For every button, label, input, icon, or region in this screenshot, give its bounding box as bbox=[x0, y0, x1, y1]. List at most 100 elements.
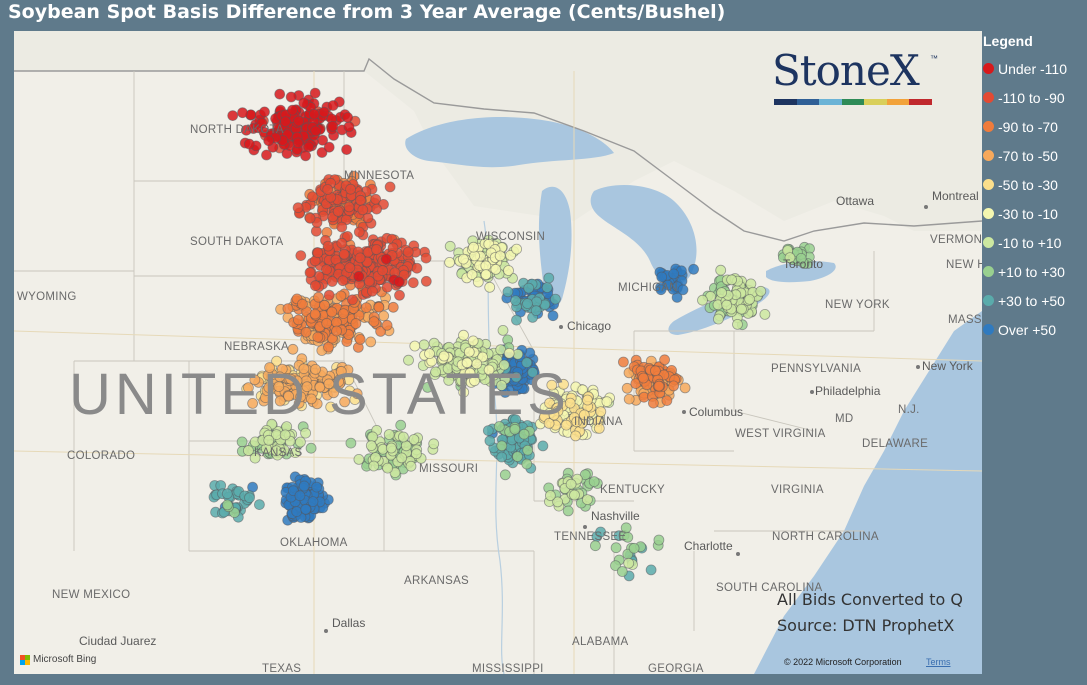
bid-location-marker[interactable] bbox=[560, 419, 572, 431]
bid-location-marker[interactable] bbox=[653, 534, 665, 546]
bid-location-marker[interactable] bbox=[323, 289, 335, 301]
bid-location-marker[interactable] bbox=[309, 308, 321, 320]
bid-location-marker[interactable] bbox=[336, 237, 348, 249]
bid-location-marker[interactable] bbox=[498, 359, 510, 371]
bid-location-marker[interactable] bbox=[300, 503, 312, 515]
bid-location-marker[interactable] bbox=[564, 397, 576, 409]
bid-location-marker[interactable] bbox=[292, 202, 304, 214]
bid-location-marker[interactable] bbox=[305, 393, 317, 405]
bid-location-marker[interactable] bbox=[623, 393, 635, 405]
bid-location-marker[interactable] bbox=[312, 331, 324, 343]
bid-location-marker[interactable] bbox=[381, 319, 393, 331]
bid-location-marker[interactable] bbox=[347, 294, 358, 306]
bid-location-marker[interactable] bbox=[282, 303, 294, 315]
bid-location-marker[interactable] bbox=[736, 303, 747, 315]
bid-location-marker[interactable] bbox=[582, 494, 593, 506]
bid-location-marker[interactable] bbox=[405, 460, 417, 472]
bid-location-marker[interactable] bbox=[482, 425, 494, 437]
bid-location-marker[interactable] bbox=[270, 445, 282, 457]
bid-location-marker[interactable] bbox=[713, 313, 724, 325]
terms-link[interactable]: Terms bbox=[926, 657, 951, 667]
bid-location-marker[interactable] bbox=[353, 226, 365, 238]
bid-location-marker[interactable] bbox=[444, 256, 456, 268]
bid-location-marker[interactable] bbox=[395, 419, 407, 431]
bid-location-marker[interactable] bbox=[310, 363, 321, 375]
bid-location-marker[interactable] bbox=[569, 489, 580, 501]
bid-location-marker[interactable] bbox=[483, 364, 495, 376]
bid-location-marker[interactable] bbox=[420, 275, 432, 287]
bid-location-marker[interactable] bbox=[420, 252, 432, 264]
bid-location-marker[interactable] bbox=[610, 560, 621, 571]
bid-location-marker[interactable] bbox=[312, 247, 324, 259]
bid-location-marker[interactable] bbox=[264, 362, 276, 373]
bid-location-marker[interactable] bbox=[294, 490, 306, 502]
bid-location-marker[interactable] bbox=[457, 253, 469, 265]
bid-location-marker[interactable] bbox=[304, 212, 316, 224]
bid-location-marker[interactable] bbox=[341, 144, 353, 155]
bid-location-marker[interactable] bbox=[502, 286, 514, 298]
bid-location-marker[interactable] bbox=[303, 141, 315, 153]
bid-location-marker[interactable] bbox=[552, 496, 563, 508]
bid-location-marker[interactable] bbox=[522, 444, 534, 456]
bid-location-marker[interactable] bbox=[338, 248, 350, 260]
bid-location-marker[interactable] bbox=[444, 240, 456, 252]
bid-location-marker[interactable] bbox=[407, 277, 419, 289]
bid-location-marker[interactable] bbox=[648, 397, 659, 409]
legend-item[interactable]: +30 to +50 bbox=[983, 286, 1087, 315]
bid-location-marker[interactable] bbox=[428, 438, 440, 450]
bid-location-marker[interactable] bbox=[394, 289, 405, 301]
bid-location-marker[interactable] bbox=[243, 138, 255, 150]
bid-location-marker[interactable] bbox=[242, 382, 254, 394]
legend-item[interactable]: Over +50 bbox=[983, 315, 1087, 344]
bid-location-marker[interactable] bbox=[335, 290, 347, 302]
bid-location-marker[interactable] bbox=[357, 204, 369, 216]
bid-location-marker[interactable] bbox=[287, 104, 298, 116]
bid-location-marker[interactable] bbox=[570, 430, 581, 442]
bid-location-marker[interactable] bbox=[293, 115, 305, 127]
bid-location-marker[interactable] bbox=[610, 542, 622, 554]
bid-location-marker[interactable] bbox=[466, 269, 478, 281]
bid-location-marker[interactable] bbox=[253, 499, 265, 511]
bid-location-marker[interactable] bbox=[295, 250, 307, 262]
bid-location-marker[interactable] bbox=[236, 436, 248, 448]
bid-location-marker[interactable] bbox=[784, 252, 796, 264]
bid-location-marker[interactable] bbox=[249, 452, 261, 464]
bid-location-marker[interactable] bbox=[650, 365, 661, 377]
bid-location-marker[interactable] bbox=[221, 488, 233, 500]
bid-location-marker[interactable] bbox=[618, 356, 629, 368]
bid-location-marker[interactable] bbox=[283, 390, 295, 402]
bid-location-marker[interactable] bbox=[543, 417, 555, 429]
bid-location-marker[interactable] bbox=[510, 295, 522, 307]
bid-location-marker[interactable] bbox=[397, 431, 409, 443]
bid-location-marker[interactable] bbox=[300, 427, 312, 439]
bid-location-marker[interactable] bbox=[307, 191, 318, 203]
bid-location-marker[interactable] bbox=[368, 316, 380, 328]
bid-location-marker[interactable] bbox=[249, 374, 261, 386]
bid-location-marker[interactable] bbox=[403, 354, 414, 366]
bid-location-marker[interactable] bbox=[628, 542, 640, 554]
bid-location-marker[interactable] bbox=[387, 301, 399, 313]
bid-location-marker[interactable] bbox=[373, 301, 385, 313]
bid-location-marker[interactable] bbox=[271, 355, 283, 367]
bid-location-marker[interactable] bbox=[300, 326, 312, 338]
bid-location-marker[interactable] bbox=[499, 469, 511, 481]
bid-location-marker[interactable] bbox=[337, 308, 349, 320]
bid-location-marker[interactable] bbox=[285, 373, 297, 385]
bid-location-marker[interactable] bbox=[477, 351, 489, 363]
bid-location-marker[interactable] bbox=[645, 564, 657, 576]
bid-location-marker[interactable] bbox=[343, 201, 355, 213]
bid-location-marker[interactable] bbox=[523, 282, 535, 294]
bid-location-marker[interactable] bbox=[408, 434, 420, 445]
bid-location-marker[interactable] bbox=[274, 395, 286, 407]
bid-location-marker[interactable] bbox=[518, 428, 530, 440]
bid-location-marker[interactable] bbox=[345, 183, 357, 195]
bid-location-marker[interactable] bbox=[332, 205, 344, 217]
bid-location-marker[interactable] bbox=[339, 396, 351, 408]
bid-location-marker[interactable] bbox=[322, 184, 334, 195]
bid-location-marker[interactable] bbox=[522, 298, 533, 310]
bid-location-marker[interactable] bbox=[402, 246, 414, 258]
bid-location-marker[interactable] bbox=[582, 394, 593, 406]
bid-location-marker[interactable] bbox=[263, 434, 275, 446]
bid-location-marker[interactable] bbox=[326, 276, 338, 287]
bid-location-marker[interactable] bbox=[688, 263, 699, 275]
